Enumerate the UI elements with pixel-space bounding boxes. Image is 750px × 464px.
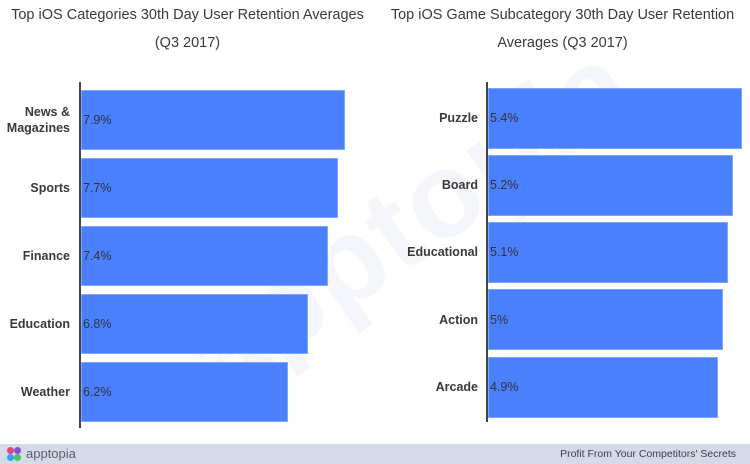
left-bar-label-line1: News & <box>24 105 70 119</box>
right-bar-value: 5.2% <box>490 178 519 192</box>
footer-bar: apptopia Profit From Your Competitors' S… <box>0 444 750 464</box>
right-chart-title-line2: Averages (Q3 2017) <box>497 35 628 51</box>
left-bar-value: 6.8% <box>83 317 112 331</box>
left-bar-value: 6.2% <box>83 385 112 399</box>
left-bar-finance <box>81 226 328 286</box>
right-bar-label: Action <box>439 313 478 327</box>
left-bar-label: Sports <box>30 181 70 195</box>
left-bar-label: Finance <box>22 249 70 263</box>
left-bar-label: Weather <box>20 385 70 399</box>
left-bar-label-line2: Magazines <box>6 121 70 135</box>
right-bar-label: Arcade <box>435 380 478 394</box>
right-chart-axis <box>486 82 488 422</box>
right-bar-value: 4.9% <box>490 380 519 394</box>
right-bar-value: 5.1% <box>490 245 519 259</box>
right-bar-label: Board <box>441 178 478 192</box>
left-bar-education <box>81 294 308 354</box>
left-bar-news-magazines <box>81 90 345 150</box>
brand-name: apptopia <box>26 446 76 461</box>
right-bar-label: Educational <box>407 245 478 259</box>
left-bar-label: Education <box>9 317 70 331</box>
right-bar-puzzle <box>488 88 742 149</box>
left-bar-value: 7.7% <box>83 181 112 195</box>
tagline: Profit From Your Competitors' Secrets <box>560 448 736 460</box>
right-bar-arcade <box>488 357 718 418</box>
left-bar-value: 7.9% <box>83 113 112 127</box>
left-chart-title-line2: (Q3 2017) <box>154 35 221 51</box>
right-bar-educational <box>488 222 728 283</box>
left-chart-axis <box>79 82 81 428</box>
right-bar-label: Puzzle <box>439 111 478 125</box>
left-bar-value: 7.4% <box>83 249 112 263</box>
right-chart-title-line1: Top iOS Game Subcategory 30th Day User R… <box>390 7 735 23</box>
apptopia-logo-icon <box>7 447 21 461</box>
left-bar-label: News & Magazines <box>0 104 70 136</box>
right-bar-value: 5.4% <box>490 111 519 125</box>
right-bar-action <box>488 289 723 350</box>
right-bar-value: 5% <box>490 313 509 327</box>
left-bar-sports <box>81 158 338 218</box>
right-bar-board <box>488 155 733 216</box>
left-chart-title-line1: Top iOS Categories 30th Day User Retenti… <box>11 7 364 23</box>
left-bar-weather <box>81 362 288 422</box>
